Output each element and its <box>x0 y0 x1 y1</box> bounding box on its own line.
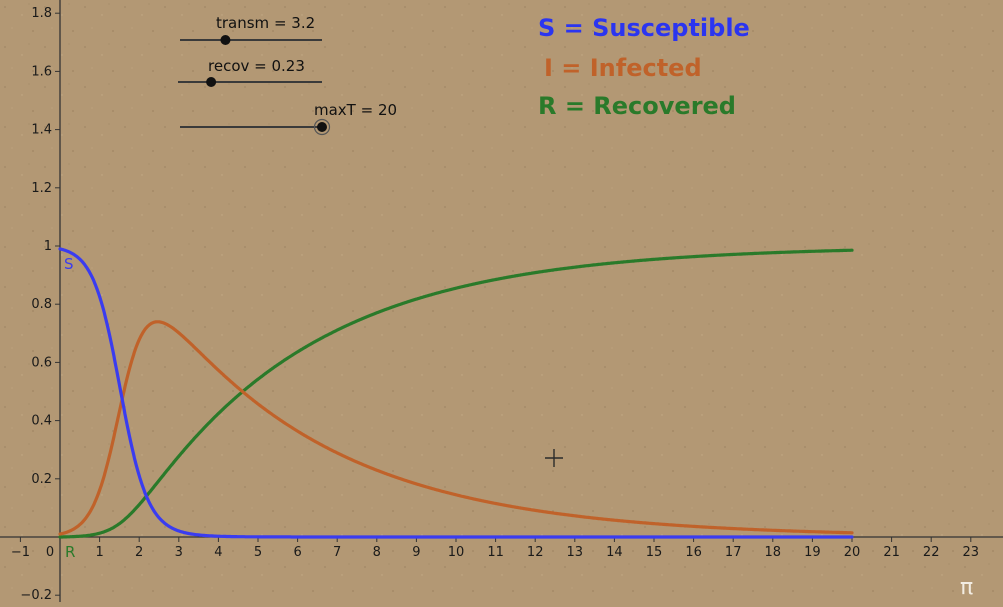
legend-entry-s: S = Susceptible <box>538 14 750 42</box>
slider-maxt[interactable]: maxT = 20 <box>180 101 397 136</box>
slider-transm[interactable]: transm = 3.2 <box>180 14 322 45</box>
y-tick-label: 0.2 <box>31 472 52 487</box>
x-tick-label: 3 <box>175 545 183 560</box>
x-tick-label: 9 <box>412 545 420 560</box>
x-tick-label: 0 <box>46 545 54 560</box>
x-tick-label: 18 <box>765 545 782 560</box>
x-tick-label: 20 <box>844 545 861 560</box>
series-line-s <box>58 247 854 539</box>
slider-handle[interactable] <box>317 122 327 132</box>
x-tick-label: −1 <box>11 545 30 560</box>
y-tick-label: 0.6 <box>31 355 52 370</box>
slider-handle[interactable] <box>220 35 231 45</box>
corner-symbol: π <box>960 575 973 600</box>
curve-label-r: R <box>65 543 75 561</box>
y-tick-label: 1.4 <box>31 123 52 138</box>
slider-recov[interactable]: recov = 0.23 <box>178 57 322 87</box>
x-tick-label: 6 <box>293 545 301 560</box>
legend-entry-r: R = Recovered <box>538 92 736 120</box>
x-tick-label: 14 <box>606 545 623 560</box>
y-tick-label: 1 <box>44 239 52 254</box>
series-line-r <box>58 248 854 539</box>
x-tick-label: 8 <box>373 545 381 560</box>
x-tick-label: 23 <box>963 545 980 560</box>
y-tick-label: 0.8 <box>31 297 52 312</box>
x-tick-label: 2 <box>135 545 143 560</box>
slider-handle-ring[interactable] <box>313 118 331 136</box>
x-tick-label: 1 <box>95 545 103 560</box>
x-tick-label: 4 <box>214 545 222 560</box>
x-tick-label: 12 <box>527 545 544 560</box>
y-tick-label: 1.8 <box>31 6 52 21</box>
slider-label: maxT = 20 <box>314 101 397 119</box>
x-tick-label: 21 <box>883 545 900 560</box>
slider-handle[interactable] <box>206 77 217 87</box>
x-tick-label: 17 <box>725 545 742 560</box>
x-tick-label: 7 <box>333 545 341 560</box>
cursor-crosshair-icon <box>545 449 563 467</box>
x-tick-label: 15 <box>646 545 663 560</box>
y-tick-label: 1.2 <box>31 181 52 196</box>
curve-label-s: S <box>64 255 74 273</box>
slider-label: transm = 3.2 <box>216 14 315 32</box>
legend-entry-i: I = Infected <box>544 54 702 82</box>
x-tick-label: 22 <box>923 545 940 560</box>
x-tick-label: 11 <box>487 545 504 560</box>
x-tick-label: 5 <box>254 545 262 560</box>
y-tick-label: 0.4 <box>31 414 52 429</box>
slider-label: recov = 0.23 <box>208 57 305 75</box>
x-tick-label: 16 <box>685 545 702 560</box>
x-tick-label: 10 <box>448 545 465 560</box>
x-tick-label: 13 <box>567 545 584 560</box>
y-tick-label: 1.6 <box>31 64 52 79</box>
x-tick-label: 19 <box>804 545 821 560</box>
series-line-i <box>58 320 854 536</box>
y-tick-label: −0.2 <box>20 588 52 602</box>
